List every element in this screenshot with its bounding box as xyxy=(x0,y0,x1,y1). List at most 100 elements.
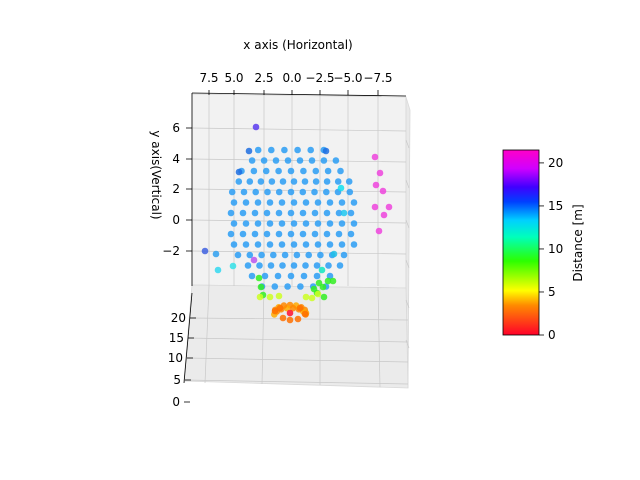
scatter-point xyxy=(254,241,262,248)
scatter-point xyxy=(261,272,269,280)
z-tick-label: 10 xyxy=(168,351,183,365)
scatter-point xyxy=(312,167,320,175)
scatter-point xyxy=(290,241,298,248)
scatter-point xyxy=(228,188,236,196)
z-tick-label: 0 xyxy=(172,395,180,409)
x-tick-label: −7.5 xyxy=(363,71,392,85)
scatter-point xyxy=(379,187,387,195)
scatter-point xyxy=(338,199,346,206)
scatter-point xyxy=(279,178,287,185)
scatter-point xyxy=(336,262,344,269)
scatter-point xyxy=(260,157,268,164)
scatter-point xyxy=(302,262,309,269)
scatter-point xyxy=(293,251,301,259)
scatter-point xyxy=(326,199,334,206)
scatter-point xyxy=(251,209,259,217)
scatter-point xyxy=(279,262,286,269)
y-tick-label: 6 xyxy=(172,121,180,135)
scatter-point xyxy=(325,262,332,269)
scatter-point xyxy=(248,272,256,280)
scatter-point xyxy=(299,188,307,196)
scatter-point xyxy=(286,316,294,324)
floor-pane xyxy=(183,284,409,389)
scatter-point xyxy=(230,241,238,248)
scatter-point xyxy=(266,241,274,248)
scatter-point xyxy=(290,178,298,185)
y-tick-label: −2 xyxy=(162,244,180,258)
scatter-point xyxy=(287,209,295,217)
scatter-point xyxy=(257,283,265,291)
scatter-point xyxy=(371,153,379,161)
scatter-point xyxy=(242,220,250,227)
scatter-point xyxy=(297,283,304,290)
scatter-point xyxy=(307,146,315,154)
scatter-point xyxy=(326,241,334,248)
scatter-point xyxy=(310,285,318,293)
scatter-point xyxy=(242,241,250,248)
scatter-point xyxy=(376,169,384,177)
scatter-point xyxy=(279,314,287,322)
scatter-point xyxy=(270,251,277,259)
colorbar-tick-label: 15 xyxy=(548,199,563,213)
scatter-point xyxy=(276,304,284,312)
x-tick-label: 5.0 xyxy=(224,71,243,85)
scatter-point xyxy=(300,272,308,280)
scatter-point xyxy=(281,251,289,259)
scatter-point xyxy=(254,199,262,206)
scatter-point xyxy=(301,178,309,185)
scatter-point xyxy=(212,250,220,258)
scatter-point xyxy=(268,146,275,154)
scatter-point xyxy=(294,146,301,154)
scatter-point xyxy=(271,307,279,315)
scatter-point xyxy=(302,220,310,227)
scatter-point xyxy=(254,146,262,154)
scatter-point xyxy=(286,309,294,317)
scatter-point xyxy=(313,272,321,280)
scatter-point xyxy=(318,266,326,274)
scatter-point xyxy=(266,220,274,227)
scatter-point xyxy=(235,168,243,176)
scatter-point xyxy=(337,184,345,192)
scatter-point xyxy=(242,199,250,206)
scatter-point xyxy=(287,272,295,280)
scatter-point xyxy=(284,283,291,290)
scatter-point xyxy=(235,178,243,185)
scatter-point xyxy=(201,247,209,255)
scatter-point xyxy=(302,293,310,301)
scatter-point xyxy=(230,199,238,206)
scatter-point xyxy=(214,266,222,274)
scatter-point xyxy=(312,178,320,185)
z-tick-label: 15 xyxy=(169,331,184,345)
scatter-point xyxy=(274,272,282,280)
scatter-point xyxy=(290,220,298,227)
scatter-point xyxy=(278,199,286,206)
scatter-point xyxy=(314,290,322,298)
scatter-point xyxy=(338,241,346,248)
scatter-point xyxy=(275,167,282,175)
colorbar xyxy=(502,149,540,336)
scatter-point xyxy=(326,272,334,280)
scatter-point xyxy=(330,250,338,258)
x-tick-label: 2.5 xyxy=(254,71,273,85)
scatter-point xyxy=(347,209,355,217)
colorbar-tick-label: 10 xyxy=(548,242,563,256)
z-tick-label: 5 xyxy=(173,373,181,387)
scatter-point xyxy=(251,230,259,238)
scatter-point xyxy=(275,292,283,300)
scatter-point xyxy=(278,241,286,248)
y-tick-label: 2 xyxy=(172,182,180,196)
scatter-points xyxy=(201,123,393,324)
y-tick-label: 4 xyxy=(172,152,180,166)
scatter-point xyxy=(324,277,332,285)
scatter-point xyxy=(313,262,321,269)
scatter-point xyxy=(305,251,313,259)
colorbar-label: Distance [m] xyxy=(571,204,585,281)
scatter-point xyxy=(250,256,258,264)
scatter-point xyxy=(347,230,355,238)
scatter-point xyxy=(264,188,271,196)
scatter-point xyxy=(234,251,242,259)
scatter-point xyxy=(323,188,330,196)
scatter-point xyxy=(350,241,358,248)
scatter-point xyxy=(229,262,237,270)
scatter-point xyxy=(308,157,316,164)
